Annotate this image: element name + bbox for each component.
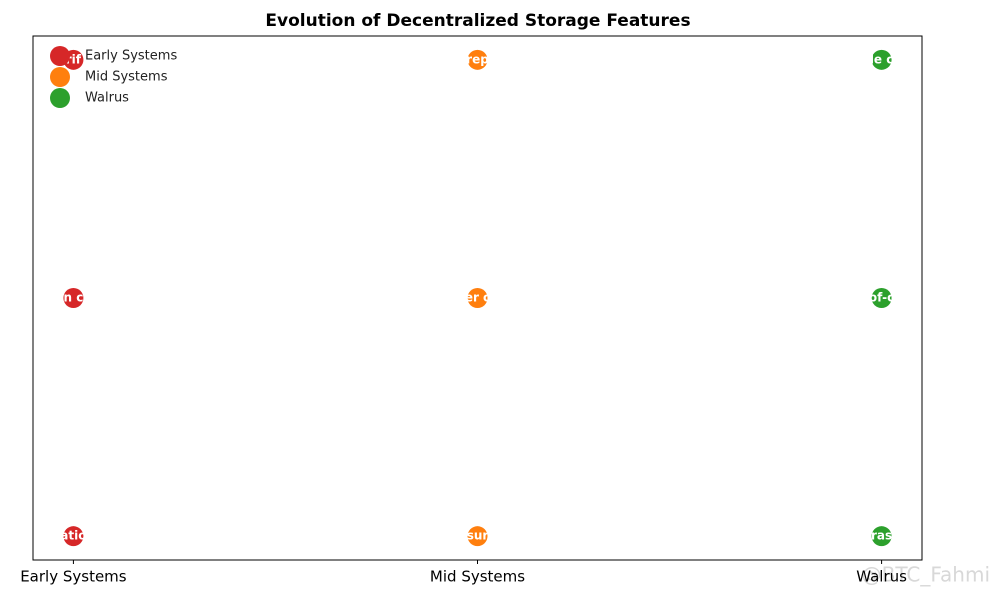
point xyxy=(467,288,488,308)
point xyxy=(871,526,892,547)
x-tick-label: Walrus xyxy=(856,568,907,586)
point-label: of-c xyxy=(869,291,894,305)
point-label: rep xyxy=(466,52,489,66)
point xyxy=(63,288,84,308)
chart-title: Evolution of Decentralized Storage Featu… xyxy=(265,11,690,31)
watermark: @BTC_Fahmi xyxy=(862,563,990,587)
point xyxy=(871,288,892,308)
point-label: atio xyxy=(60,529,86,543)
x-tick-label: Mid Systems xyxy=(430,568,525,586)
legend-marker xyxy=(50,88,70,108)
legend-label: Mid Systems xyxy=(85,70,168,85)
point-label: sur xyxy=(467,529,489,543)
point xyxy=(63,526,84,547)
point xyxy=(467,49,488,70)
legend-marker xyxy=(50,67,70,87)
point-label: ras xyxy=(871,529,892,543)
legend-marker xyxy=(50,46,70,66)
point xyxy=(871,49,892,70)
x-tick-label: Early Systems xyxy=(20,568,127,586)
legend-label: Walrus xyxy=(85,91,129,106)
point-label: er c xyxy=(465,291,490,305)
point-label: n c xyxy=(63,291,83,305)
point-label: le c xyxy=(870,52,894,66)
legend-label: Early Systems xyxy=(85,49,177,64)
point xyxy=(467,526,488,547)
